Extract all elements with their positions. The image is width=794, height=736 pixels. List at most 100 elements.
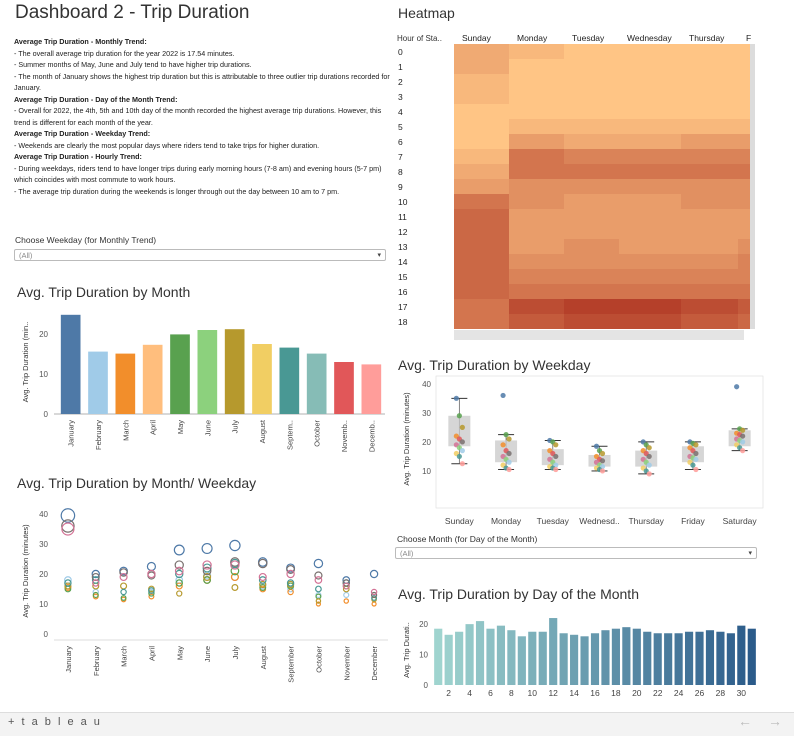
x-tick-label: Friday: [681, 516, 705, 526]
data-point: [740, 439, 746, 445]
bar-day-10: [528, 631, 537, 685]
heatmap-cell: [564, 149, 619, 164]
heatmap-cell: [681, 74, 738, 89]
heatmap-cell: [738, 119, 750, 134]
column-header: F: [746, 33, 751, 43]
heatmap-cell: [681, 254, 738, 269]
footer-bar: [0, 712, 794, 736]
heatmap-cell: [509, 134, 564, 149]
heatmap-cell: [509, 239, 564, 254]
y-tick-label: 10: [39, 370, 48, 379]
data-point: [120, 582, 128, 590]
heatmap-cell: [681, 194, 738, 209]
box: [448, 415, 471, 447]
heatmap-cell: [454, 239, 509, 254]
data-point: [313, 558, 324, 569]
weekday-filter-dropdown[interactable]: (All) ▾: [14, 249, 386, 261]
x-tick-label: April: [147, 646, 156, 661]
heatmap-cell: [681, 44, 738, 59]
heatmap-cell: [454, 179, 509, 194]
heatmap-cell: [454, 149, 509, 164]
note-heading: Average Trip Duration - Hourly Trend:: [14, 152, 142, 161]
data-point: [315, 601, 322, 607]
arrow-right-icon[interactable]: →: [768, 713, 782, 729]
x-tick-label: 8: [509, 688, 514, 698]
note-line: - Summer months of May, June and July te…: [14, 60, 252, 69]
arrow-left-icon[interactable]: ←: [738, 713, 752, 729]
note-line: - The average trip duration during the w…: [14, 186, 340, 196]
heatmap-cell: [681, 149, 738, 164]
x-tick-label: November: [342, 646, 351, 681]
x-tick-label: August: [259, 645, 268, 669]
heatmap-cell: [564, 119, 619, 134]
x-tick-label: July: [231, 420, 240, 434]
data-point: [119, 572, 128, 582]
bar-day-26: [695, 631, 704, 685]
data-point: [553, 442, 559, 448]
data-point: [599, 468, 606, 474]
data-point: [740, 448, 746, 454]
data-point: [343, 591, 350, 599]
data-point: [342, 579, 350, 587]
x-tick-label: Decemb..: [367, 420, 376, 452]
data-point: [286, 565, 296, 574]
heatmap-cell: [738, 74, 750, 89]
heatmap-cell: [681, 299, 738, 314]
data-point: [202, 563, 212, 573]
month-filter-label: Choose Month (for Day of the Month): [397, 534, 538, 544]
y-axis-label: Avg. Trip Duration (minutes): [402, 392, 411, 486]
heatmap-cell: [619, 239, 681, 254]
row-label: 11: [398, 212, 407, 222]
heatmap-cell: [619, 149, 681, 164]
heatmap-cell: [564, 299, 619, 314]
data-point: [259, 584, 267, 591]
heatmap-cell: [619, 224, 681, 239]
month-filter-value: (All): [400, 549, 414, 558]
heatmap-cell: [564, 314, 619, 329]
y-tick-label: 20: [419, 620, 428, 629]
x-tick-label: January: [67, 420, 76, 447]
row-label: 7: [398, 152, 403, 162]
x-tick-label: June: [203, 646, 212, 662]
heatmap-cell: [619, 254, 681, 269]
heatmap-cell: [454, 74, 509, 89]
heatmap-cell: [681, 314, 738, 329]
x-tick-label: Saturday: [723, 516, 758, 526]
heatmap-cell: [509, 194, 564, 209]
heatmap-cell: [454, 89, 509, 104]
month-filter-dropdown[interactable]: (All) ▾: [395, 547, 757, 559]
heatmap-cell: [619, 209, 681, 224]
data-point: [314, 576, 323, 584]
bar-month-6: [197, 330, 218, 414]
x-tick-label: June: [203, 420, 212, 436]
data-point: [506, 450, 512, 457]
data-point: [201, 542, 213, 555]
chart-title: Avg. Trip Duration by Day of the Month: [398, 586, 639, 602]
data-point: [64, 579, 72, 587]
x-tick-label: Thursday: [628, 516, 664, 526]
data-point: [315, 598, 322, 604]
heatmap-cell: [509, 149, 564, 164]
heatmap-cell: [509, 104, 564, 119]
heatmap-cell: [509, 284, 564, 299]
bar-month-12: [361, 364, 382, 414]
heatmap-cell: [564, 254, 619, 269]
column-header: Tuesday: [572, 33, 605, 43]
x-tick-label: 14: [569, 688, 579, 698]
bar-day-19: [622, 627, 631, 685]
heatmap-cell: [619, 284, 681, 299]
heatmap-cell: [738, 254, 750, 269]
x-tick-label: Monday: [491, 516, 522, 526]
heatmap-cell: [681, 134, 738, 149]
data-point: [371, 595, 378, 601]
heatmap-cell: [681, 164, 738, 179]
x-tick-label: April: [149, 420, 158, 435]
data-point: [506, 466, 512, 473]
data-point: [646, 471, 652, 477]
heatmap-cell: [564, 194, 619, 209]
bar-day-4: [465, 624, 474, 685]
data-point: [500, 442, 506, 448]
x-tick-label: Tuesday: [537, 516, 570, 526]
heatmap-cell: [681, 209, 738, 224]
chart-title: Avg. Trip Duration by Weekday: [398, 357, 590, 373]
